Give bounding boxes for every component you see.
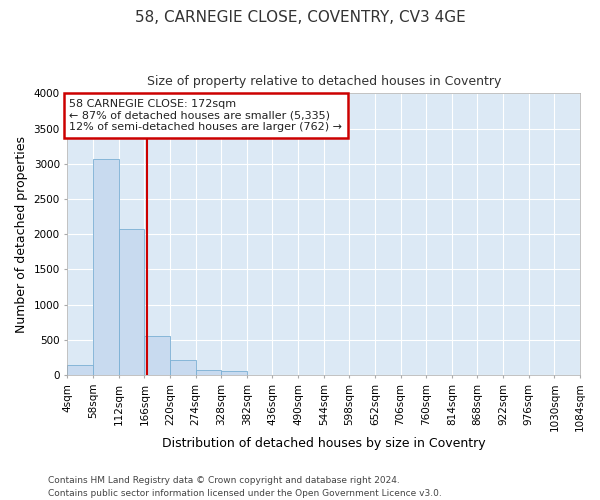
Title: Size of property relative to detached houses in Coventry: Size of property relative to detached ho…	[146, 75, 501, 88]
X-axis label: Distribution of detached houses by size in Coventry: Distribution of detached houses by size …	[162, 437, 485, 450]
Y-axis label: Number of detached properties: Number of detached properties	[15, 136, 28, 333]
Bar	[67, 364, 93, 375]
Bar	[145, 336, 170, 375]
Bar	[93, 159, 119, 375]
Text: 58, CARNEGIE CLOSE, COVENTRY, CV3 4GE: 58, CARNEGIE CLOSE, COVENTRY, CV3 4GE	[134, 10, 466, 25]
Bar	[221, 372, 247, 375]
Bar	[196, 370, 221, 375]
Text: 58 CARNEGIE CLOSE: 172sqm
← 87% of detached houses are smaller (5,335)
12% of se: 58 CARNEGIE CLOSE: 172sqm ← 87% of detac…	[70, 99, 343, 132]
Bar	[119, 230, 145, 375]
Bar	[170, 360, 196, 375]
Text: Contains HM Land Registry data © Crown copyright and database right 2024.
Contai: Contains HM Land Registry data © Crown c…	[48, 476, 442, 498]
